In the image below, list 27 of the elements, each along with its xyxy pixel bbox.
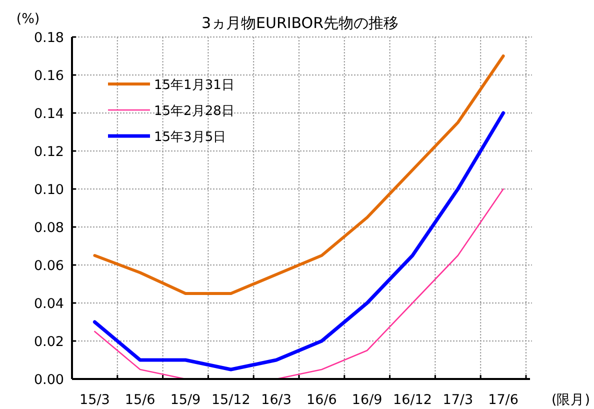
y-tick-label: 0.08 xyxy=(34,220,64,236)
line-series xyxy=(93,54,505,295)
y-tick-label: 0.12 xyxy=(34,144,64,160)
x-tick-label: 16/3 xyxy=(261,392,292,408)
y-tick-label: 0.14 xyxy=(34,106,64,122)
y-tick-label: 0.04 xyxy=(34,296,64,312)
y-axis-title: (%) xyxy=(16,11,40,27)
chart-title: 3ヵ月物EURIBOR先物の推移 xyxy=(201,14,399,32)
x-tick-label: 16/12 xyxy=(393,392,432,408)
x-tick-label: 15/12 xyxy=(211,392,250,408)
x-tick-label: 17/6 xyxy=(488,392,518,408)
x-tick-label: 15/9 xyxy=(170,392,201,408)
x-tick-label: 16/6 xyxy=(306,392,337,408)
y-tick-label: 0.06 xyxy=(34,258,64,274)
y-tick-label: 0.00 xyxy=(34,372,64,388)
y-tick-label: 0.18 xyxy=(34,30,64,46)
x-tick-label: 15/3 xyxy=(80,392,110,408)
x-tick-label: 17/3 xyxy=(442,392,474,408)
y-tick-label: 0.16 xyxy=(34,68,64,84)
x-tick-label: 15/6 xyxy=(124,392,156,408)
legend-label: 15年1月31日 xyxy=(154,78,234,93)
y-tick-label: 0.10 xyxy=(34,182,64,198)
legend-label: 15年2月28日 xyxy=(154,104,234,119)
x-tick-label: 16/9 xyxy=(352,392,382,408)
y-tick-label: 0.02 xyxy=(34,334,64,350)
x-axis-title: (限月) xyxy=(551,392,590,408)
legend-label: 15年3月5日 xyxy=(154,130,226,145)
